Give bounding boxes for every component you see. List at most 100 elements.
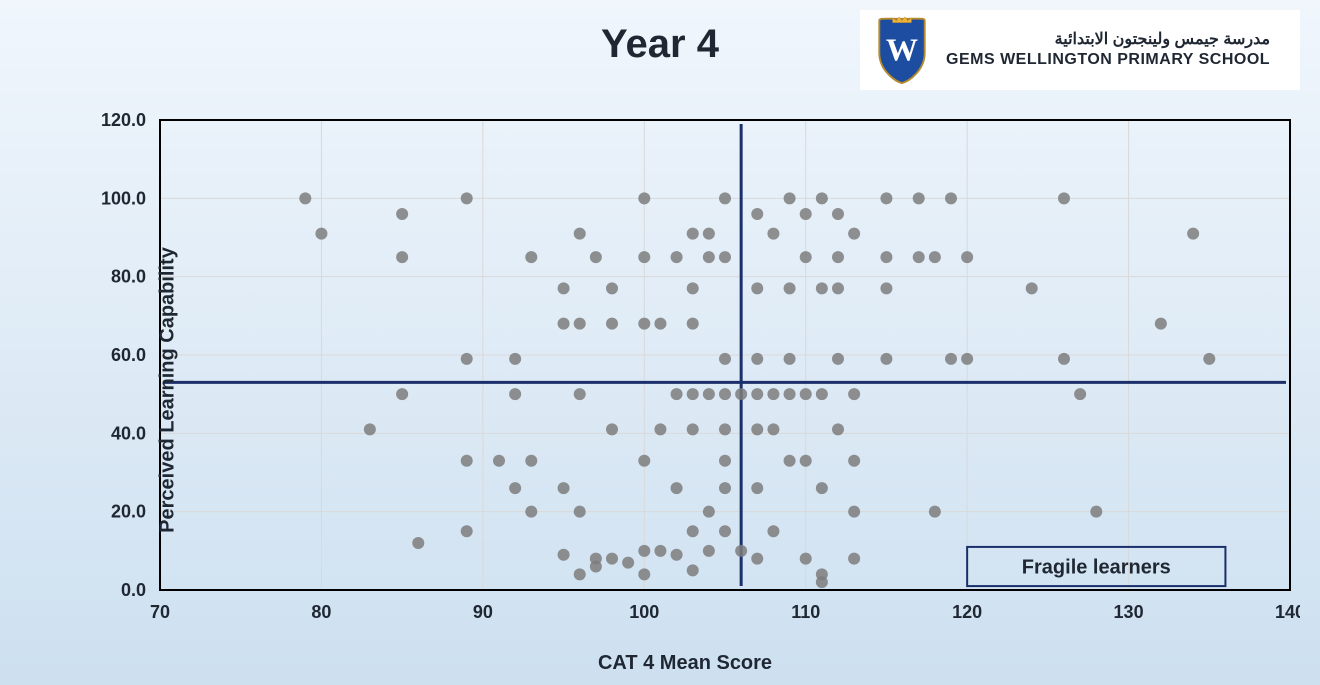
data-point xyxy=(671,482,683,494)
data-point xyxy=(574,568,586,580)
data-point xyxy=(832,282,844,294)
data-point xyxy=(913,251,925,263)
data-point xyxy=(945,192,957,204)
data-point xyxy=(1074,388,1086,400)
scatter-chart: Perceived Learning Capability Fragile le… xyxy=(70,110,1300,670)
data-point xyxy=(590,251,602,263)
chart-container: Year 4 W مدرسة جيمس ولينجتون الابتدائية … xyxy=(0,0,1320,685)
school-name-english: GEMS WELLINGTON PRIMARY SCHOOL xyxy=(946,50,1270,70)
data-point xyxy=(929,506,941,518)
data-point xyxy=(832,353,844,365)
data-point xyxy=(606,553,618,565)
data-point xyxy=(461,525,473,537)
data-point xyxy=(493,455,505,467)
data-point xyxy=(1026,282,1038,294)
data-point xyxy=(848,506,860,518)
data-point xyxy=(509,353,521,365)
data-point xyxy=(671,251,683,263)
x-tick-label: 130 xyxy=(1114,602,1144,622)
data-point xyxy=(816,482,828,494)
data-point xyxy=(525,506,537,518)
data-point xyxy=(767,228,779,240)
data-point xyxy=(461,455,473,467)
shield-letter: W xyxy=(886,31,918,67)
data-point xyxy=(590,561,602,573)
y-tick-label: 20.0 xyxy=(111,502,146,522)
x-tick-label: 80 xyxy=(311,602,331,622)
data-point xyxy=(687,282,699,294)
data-point xyxy=(654,318,666,330)
data-point xyxy=(848,553,860,565)
data-point xyxy=(800,455,812,467)
data-point xyxy=(703,251,715,263)
data-point xyxy=(832,208,844,220)
data-point xyxy=(1058,192,1070,204)
data-point xyxy=(719,423,731,435)
data-point xyxy=(1187,228,1199,240)
data-point xyxy=(574,388,586,400)
data-point xyxy=(719,455,731,467)
data-point xyxy=(396,388,408,400)
data-point xyxy=(880,353,892,365)
data-point xyxy=(606,282,618,294)
data-point xyxy=(687,318,699,330)
data-point xyxy=(509,388,521,400)
data-point xyxy=(735,388,747,400)
y-tick-label: 80.0 xyxy=(111,267,146,287)
x-axis-label: CAT 4 Mean Score xyxy=(70,652,1300,675)
data-point xyxy=(719,388,731,400)
data-point xyxy=(1058,353,1070,365)
data-point xyxy=(703,388,715,400)
data-point xyxy=(558,482,570,494)
data-point xyxy=(638,455,650,467)
data-point xyxy=(880,251,892,263)
data-point xyxy=(816,388,828,400)
data-point xyxy=(396,251,408,263)
data-point xyxy=(719,353,731,365)
data-point xyxy=(784,388,796,400)
data-point xyxy=(1155,318,1167,330)
data-point xyxy=(784,455,796,467)
school-shield-icon: W xyxy=(870,15,934,85)
data-point xyxy=(800,251,812,263)
y-tick-label: 100.0 xyxy=(101,188,146,208)
data-point xyxy=(751,282,763,294)
data-point xyxy=(638,545,650,557)
data-point xyxy=(638,192,650,204)
data-point xyxy=(735,545,747,557)
data-point xyxy=(961,353,973,365)
data-point xyxy=(800,208,812,220)
data-point xyxy=(638,568,650,580)
data-point xyxy=(687,228,699,240)
data-point xyxy=(558,282,570,294)
data-point xyxy=(751,208,763,220)
data-point xyxy=(638,251,650,263)
data-point xyxy=(751,553,763,565)
data-point xyxy=(412,537,424,549)
y-tick-label: 0.0 xyxy=(121,580,146,600)
x-tick-label: 70 xyxy=(150,602,170,622)
data-point xyxy=(832,251,844,263)
data-point xyxy=(396,208,408,220)
data-point xyxy=(945,353,957,365)
data-point xyxy=(703,545,715,557)
data-point xyxy=(719,192,731,204)
school-logo-block: W مدرسة جيمس ولينجتون الابتدائية GEMS WE… xyxy=(860,10,1300,90)
data-point xyxy=(767,388,779,400)
data-point xyxy=(816,192,828,204)
y-tick-label: 40.0 xyxy=(111,423,146,443)
data-point xyxy=(461,353,473,365)
data-point xyxy=(913,192,925,204)
data-point xyxy=(461,192,473,204)
data-point xyxy=(784,282,796,294)
school-name-arabic: مدرسة جيمس ولينجتون الابتدائية xyxy=(946,30,1270,50)
y-axis-label: Perceived Learning Capability xyxy=(156,247,179,533)
y-tick-label: 60.0 xyxy=(111,345,146,365)
data-point xyxy=(751,388,763,400)
x-tick-label: 140 xyxy=(1275,602,1300,622)
data-point xyxy=(880,282,892,294)
data-point xyxy=(671,388,683,400)
data-point xyxy=(1090,506,1102,518)
data-point xyxy=(558,318,570,330)
data-point xyxy=(671,549,683,561)
